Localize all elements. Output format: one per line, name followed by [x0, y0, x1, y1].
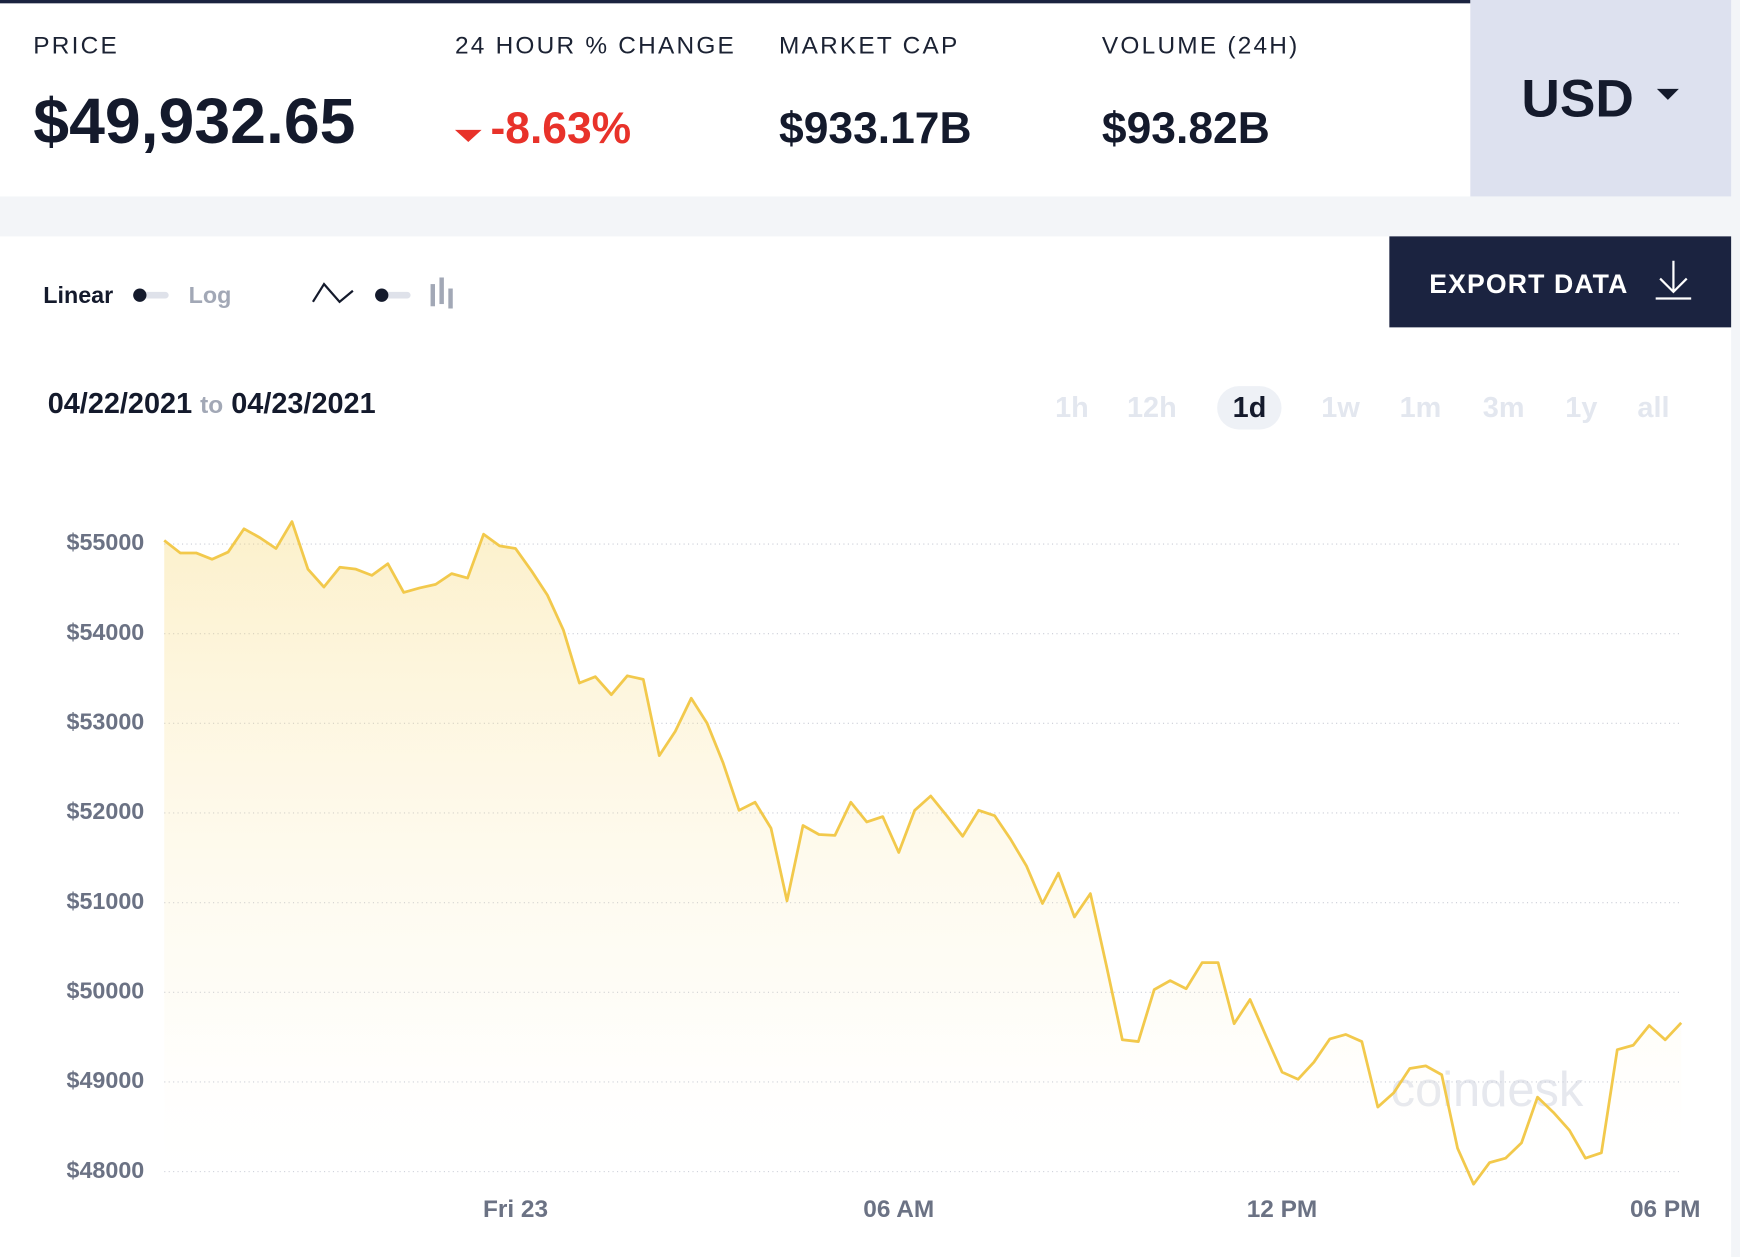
date-range: 04/22/2021 to 04/23/2021: [48, 386, 376, 420]
change: -8.63%: [490, 104, 632, 154]
price-label: PRICE: [33, 31, 120, 59]
date-to: 04/23/2021: [231, 386, 376, 420]
x-tick-label: 12 PM: [1247, 1196, 1318, 1223]
log-label[interactable]: Log: [188, 282, 232, 309]
export-label[interactable]: EXPORT DATA: [1429, 269, 1629, 300]
export-button[interactable]: EXPORT DATA: [1389, 236, 1732, 328]
y-tick-label: $51000: [67, 888, 145, 914]
change-label: 24 HOUR % CHANGE: [454, 31, 737, 59]
x-tick-label: Fri 23: [483, 1196, 548, 1223]
market-cap-label: MARKET CAP: [779, 31, 960, 59]
range-button[interactable]: 1d: [1217, 386, 1282, 430]
market-cap: $933.17B: [779, 104, 972, 154]
range-button[interactable]: 12h: [1127, 390, 1177, 424]
range-button[interactable]: 3m: [1482, 390, 1525, 424]
y-tick-label: $49000: [67, 1067, 145, 1093]
range-button[interactable]: all: [1637, 390, 1670, 424]
y-tick-label: $55000: [67, 529, 145, 555]
stats-bar: [0, 0, 1471, 197]
y-tick-label: $54000: [67, 619, 145, 645]
price: $49,932.65: [33, 85, 356, 158]
x-tick-label: 06 PM: [1630, 1196, 1701, 1223]
y-tick-label: $50000: [67, 977, 145, 1003]
range-button[interactable]: 1y: [1565, 390, 1598, 424]
y-tick-label: $52000: [67, 798, 145, 824]
scale-toggle[interactable]: [131, 286, 171, 304]
price-line: [163, 520, 1683, 1186]
volume: $93.82B: [1101, 104, 1270, 154]
x-tick-label: 06 AM: [863, 1196, 934, 1223]
linear-label[interactable]: Linear: [43, 282, 114, 309]
down-arrow: [454, 129, 482, 143]
price-area: [164, 521, 1682, 1195]
y-tick-label: $48000: [67, 1157, 145, 1183]
currency-select[interactable]: USD: [1470, 0, 1732, 197]
range-button[interactable]: 1w: [1321, 390, 1360, 424]
date-to-word: to: [200, 390, 224, 419]
volume-label: VOLUME (24H): [1101, 31, 1300, 59]
download-icon: [1655, 260, 1692, 300]
date-from: 04/22/2021: [47, 386, 193, 420]
range-button[interactable]: 1h: [1055, 390, 1089, 424]
chart-type-toggle[interactable]: [311, 277, 466, 313]
range-button[interactable]: 1m: [1399, 390, 1442, 424]
y-tick-label: $53000: [67, 708, 145, 734]
currency[interactable]: USD: [1521, 69, 1634, 129]
caret: [1656, 88, 1679, 100]
